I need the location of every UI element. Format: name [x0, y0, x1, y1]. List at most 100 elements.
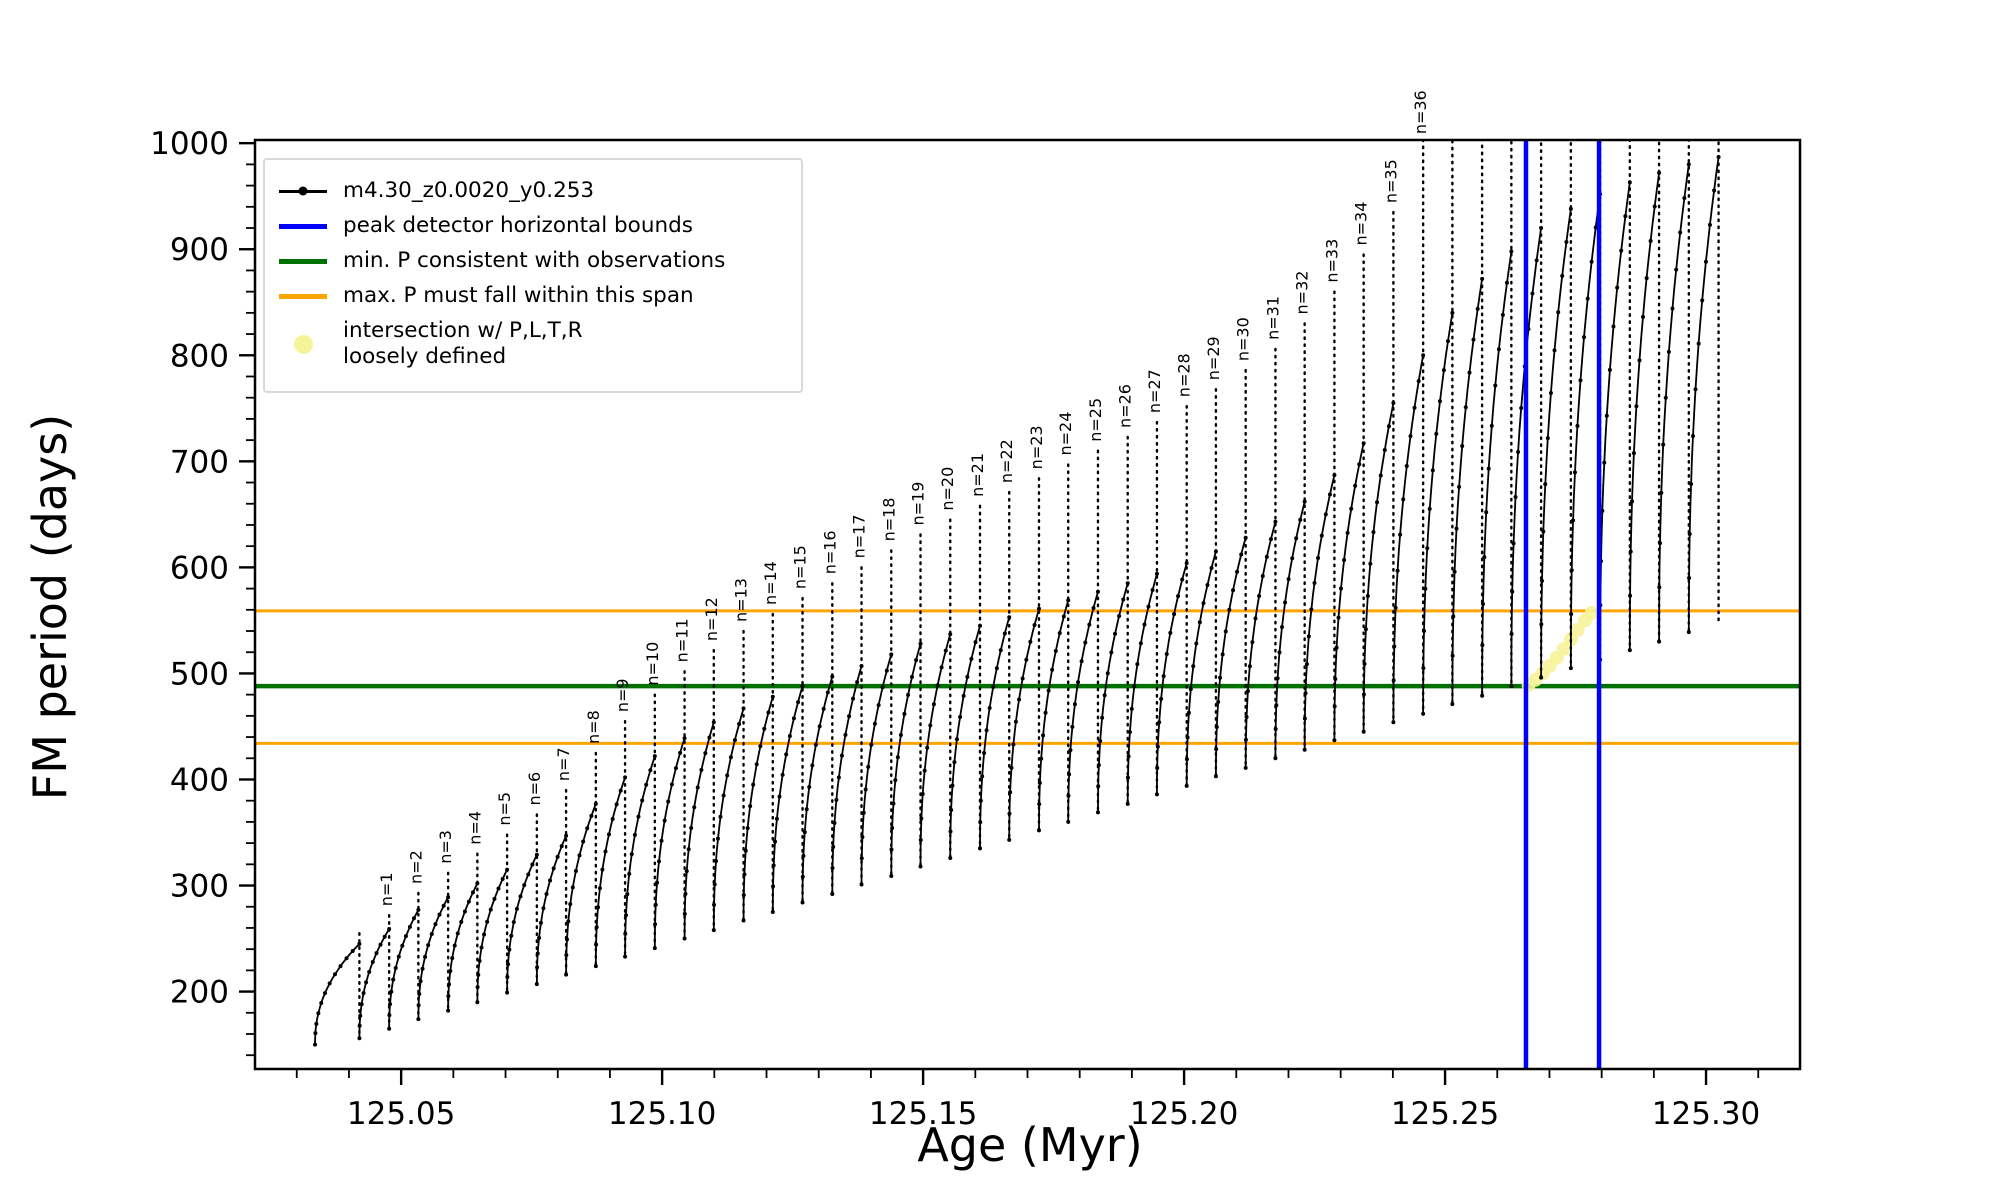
track-point	[991, 685, 996, 690]
track-point	[1161, 674, 1166, 679]
track-point	[446, 1008, 451, 1013]
track-point	[1243, 737, 1248, 742]
track-arc	[1422, 312, 1454, 714]
track-point	[1260, 574, 1265, 579]
track-point	[417, 991, 422, 996]
track-point	[860, 834, 865, 839]
pulse-number-annotation: n=14	[761, 561, 780, 605]
track-point	[699, 767, 704, 772]
track-point	[1480, 693, 1485, 698]
track-point	[954, 737, 959, 742]
y-tick-label: 400	[170, 762, 229, 798]
track-point	[863, 787, 868, 792]
track-point	[470, 890, 475, 895]
track-point	[1607, 367, 1612, 372]
track-point	[1125, 801, 1130, 806]
track-point	[771, 884, 776, 889]
track-point	[1154, 571, 1159, 576]
track-point	[689, 825, 694, 830]
track-point	[1572, 470, 1577, 475]
x-tick-label: 125.15	[869, 1096, 977, 1132]
track-point	[332, 972, 337, 977]
legend-swatch-wrap	[277, 334, 329, 354]
track-point	[925, 745, 930, 750]
track-point	[534, 852, 539, 857]
track-point	[378, 942, 383, 947]
track-point	[400, 943, 405, 948]
track-point	[801, 853, 806, 858]
track-point	[1712, 188, 1717, 193]
track-point	[1569, 612, 1574, 617]
track-point	[344, 956, 349, 961]
pulse-number-annotation: n=19	[908, 482, 927, 526]
track-point	[597, 886, 602, 891]
track-point	[475, 1000, 480, 1005]
track-point	[1496, 347, 1501, 352]
track-point	[978, 798, 983, 803]
track-arc	[1097, 583, 1129, 813]
track-point	[1663, 395, 1668, 400]
track-point	[570, 885, 575, 890]
track-point	[614, 802, 619, 807]
track-point	[1057, 631, 1062, 636]
pulse-number-annotation: n=4	[465, 811, 484, 845]
track-point	[982, 750, 987, 755]
track-point	[861, 810, 866, 815]
track-point	[1631, 451, 1636, 456]
intersection-dot	[1584, 605, 1599, 620]
track-point	[416, 1003, 421, 1008]
track-point	[1067, 772, 1072, 777]
track-point	[1239, 552, 1244, 557]
track-point	[1155, 766, 1160, 771]
track-point	[1489, 423, 1494, 428]
track-point	[433, 922, 438, 927]
track-series	[313, 140, 1721, 1047]
track-point	[1628, 549, 1633, 554]
track-point	[1157, 720, 1162, 725]
track-point	[1309, 607, 1314, 612]
track-point	[910, 674, 915, 679]
track-arc	[1156, 562, 1188, 795]
pulse-number-annotation: n=5	[495, 792, 514, 826]
track-point	[1457, 484, 1462, 489]
track-point	[1540, 578, 1545, 583]
y-tick-label: 700	[170, 444, 229, 480]
track-point	[1079, 659, 1084, 664]
track-point	[952, 760, 957, 765]
track-point	[1273, 519, 1278, 524]
track-point	[1363, 627, 1368, 632]
pulse-number-annotation: n=31	[1263, 296, 1282, 340]
track-point	[673, 766, 678, 771]
track-point	[737, 722, 742, 727]
track-arc	[1215, 537, 1247, 777]
track-point	[564, 953, 569, 958]
track-point	[807, 785, 812, 790]
track-point	[780, 772, 785, 777]
track-point	[452, 943, 457, 948]
x-tick-label: 125.25	[1391, 1096, 1499, 1132]
track-point	[492, 896, 497, 901]
track-arc	[712, 708, 745, 931]
pulse-number-annotation: n=1	[377, 872, 396, 906]
track-point	[1666, 349, 1671, 354]
track-point	[653, 922, 658, 927]
line-dot-swatch-icon	[279, 186, 327, 196]
track-point	[1552, 348, 1557, 353]
track-point	[357, 1023, 362, 1028]
track-point	[559, 844, 564, 849]
track-point	[1582, 335, 1587, 340]
track-point	[1454, 526, 1459, 531]
track-point	[1361, 692, 1366, 697]
track-point	[477, 958, 482, 963]
track-point	[1482, 555, 1487, 560]
track-point	[839, 753, 844, 758]
legend-label-min-p: min. P consistent with observations	[343, 247, 726, 273]
track-point	[821, 706, 826, 711]
track-point	[1302, 747, 1307, 752]
track-point	[1304, 662, 1309, 667]
track-point	[1571, 518, 1576, 523]
track-point	[804, 807, 809, 812]
track-point	[659, 838, 664, 843]
y-axis-label: FM period (days)	[23, 413, 77, 801]
track-point	[1500, 312, 1505, 317]
